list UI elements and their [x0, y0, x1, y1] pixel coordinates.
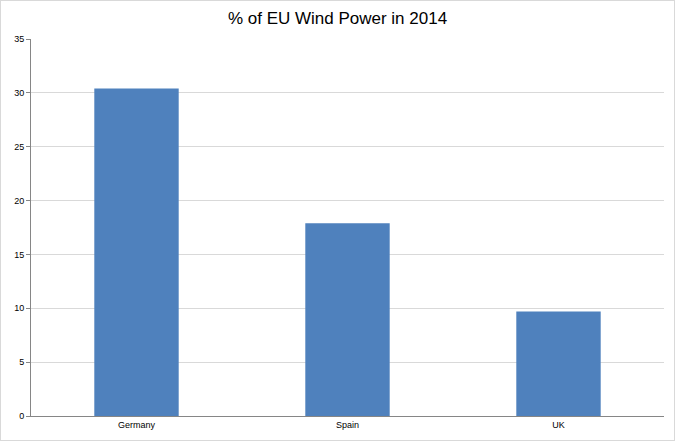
- svg-text:35: 35: [14, 34, 24, 44]
- svg-text:0: 0: [19, 411, 24, 421]
- svg-text:Germany: Germany: [118, 420, 156, 430]
- svg-text:Spain: Spain: [336, 420, 359, 430]
- svg-text:UK: UK: [552, 420, 565, 430]
- svg-text:5: 5: [19, 357, 24, 367]
- svg-text:15: 15: [14, 250, 24, 260]
- svg-text:25: 25: [14, 142, 24, 152]
- svg-text:% of EU Wind Power in 2014: % of EU Wind Power in 2014: [228, 9, 447, 28]
- svg-text:20: 20: [14, 196, 24, 206]
- svg-text:30: 30: [14, 88, 24, 98]
- svg-text:10: 10: [14, 303, 24, 313]
